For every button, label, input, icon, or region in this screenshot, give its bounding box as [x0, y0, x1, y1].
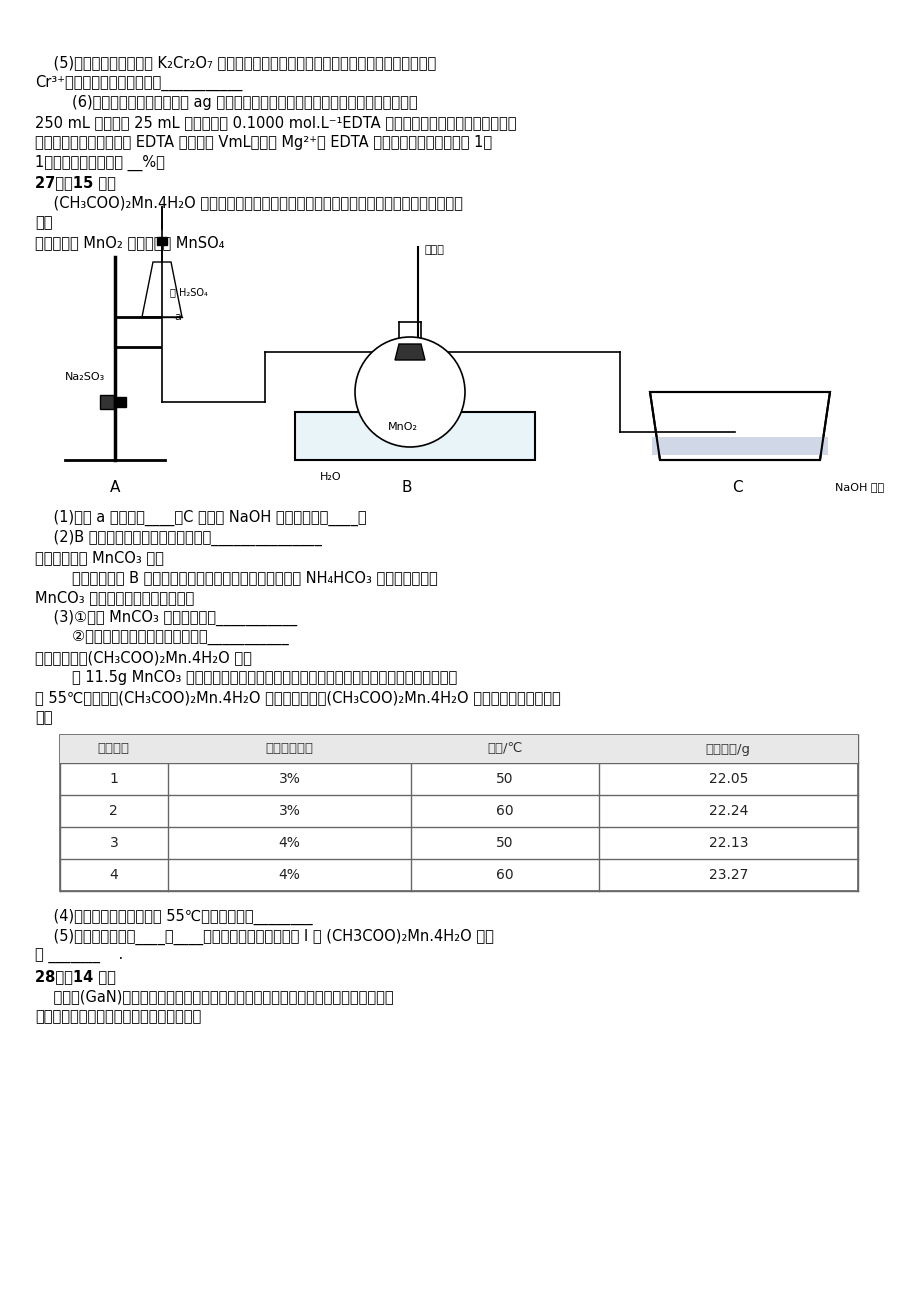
Bar	[100, 395, 114, 409]
Bar	[157, 237, 167, 245]
Text: 题：: 题：	[35, 215, 52, 230]
Text: Na₂SO₃: Na₂SO₃	[65, 372, 105, 381]
Text: 1）。该样品的纯度为 __%。: 1）。该样品的纯度为 __%。	[35, 155, 165, 171]
Text: 22.13: 22.13	[708, 836, 747, 850]
Text: 22.05: 22.05	[708, 772, 747, 786]
Text: 为 _______    .: 为 _______ .	[35, 949, 123, 963]
Text: C: C	[732, 480, 742, 495]
Bar	[652, 437, 827, 454]
Text: 定），三次滴定平均消耗 EDTA 标准溶液 VmL（已知 Mg²⁺与 EDTA 反应的化学计量数之比为 1：: 定），三次滴定平均消耗 EDTA 标准溶液 VmL（已知 Mg²⁺与 EDTA …	[35, 135, 492, 150]
Text: 2: 2	[109, 805, 119, 818]
Text: 过 55℃干燥，得(CH₃COO)₂Mn.4H₂O 固体。探究生成(CH₃COO)₂Mn.4H₂O 最佳实验条件的数据如: 过 55℃干燥，得(CH₃COO)₂Mn.4H₂O 固体。探究生成(CH₃COO…	[35, 690, 561, 704]
Text: 28．（14 分）: 28．（14 分）	[35, 969, 116, 984]
Text: 下：: 下：	[35, 710, 52, 725]
Text: Cr³⁺。该反应的离子方程式为___________: Cr³⁺。该反应的离子方程式为___________	[35, 76, 242, 91]
Text: 23.27: 23.27	[708, 868, 747, 881]
Bar	[116, 397, 126, 408]
Text: 4%: 4%	[278, 836, 300, 850]
Text: B: B	[402, 480, 412, 495]
Text: (1)仪器 a 的名称是____，C 装置中 NaOH 溶液的作用是____。: (1)仪器 a 的名称是____，C 装置中 NaOH 溶液的作用是____。	[35, 510, 367, 526]
Text: 温度/℃: 温度/℃	[487, 742, 522, 755]
Ellipse shape	[355, 337, 464, 447]
Text: 27．（15 分）: 27．（15 分）	[35, 174, 116, 190]
Text: 步骤二：制备 MnCO₃ 沉淠: 步骤二：制备 MnCO₃ 沉淠	[35, 549, 164, 565]
Text: NaOH 溶液: NaOH 溶液	[834, 482, 883, 492]
Bar	[60, 736, 857, 763]
Text: 实验组别: 实验组别	[97, 742, 130, 755]
Text: 充分反应后将 B 装置中的混合物过滤，向滤液中加入饱和 NH₄HCO₃ 溶液，反应生成: 充分反应后将 B 装置中的混合物过滤，向滤液中加入饱和 NH₄HCO₃ 溶液，反…	[35, 570, 437, 585]
Text: 50: 50	[495, 772, 513, 786]
Text: 氮化镁(GaN)是第三代半导体材料，具有热导率高、化学稳定性好等性质，在光电领: 氮化镁(GaN)是第三代半导体材料，具有热导率高、化学稳定性好等性质，在光电领	[35, 990, 393, 1004]
Text: (CH₃COO)₂Mn.4H₂O 主要用于纺织染色催化剂和分析试剂，其制备过程如下。回答下列问: (CH₃COO)₂Mn.4H₂O 主要用于纺织染色催化剂和分析试剂，其制备过程如…	[35, 195, 462, 210]
Text: 4: 4	[109, 868, 119, 881]
Text: 向 11.5g MnCO₃ 固体中加入醋酸水溶液，反应一段时间后，过滤、洗洤，控制温度不超: 向 11.5g MnCO₃ 固体中加入醋酸水溶液，反应一段时间后，过滤、洗洤，控…	[35, 671, 457, 685]
Text: 3%: 3%	[278, 805, 300, 818]
Text: 浓 H₂SO₄: 浓 H₂SO₄	[170, 286, 208, 297]
Text: 4%: 4%	[278, 868, 300, 881]
Text: (5)上述实验探究了____和____对产品质量的影响，实验 I 中 (CH3COO)₂Mn.4H₂O 产率: (5)上述实验探究了____和____对产品质量的影响，实验 I 中 (CH3C…	[35, 930, 494, 945]
Text: A: A	[110, 480, 120, 495]
Text: 250 mL 溶液。取 25 mL 该溶液，用 0.1000 mol.L⁻¹EDTA 标准溶液进行滴定（杂质不干扰滴: 250 mL 溶液。取 25 mL 该溶液，用 0.1000 mol.L⁻¹ED…	[35, 115, 516, 130]
Text: (3)①生成 MnCO₃ 的离子方程式___________: (3)①生成 MnCO₃ 的离子方程式___________	[35, 611, 297, 626]
Polygon shape	[142, 262, 182, 316]
Bar	[60, 736, 857, 891]
Text: 步骤一：以 MnO₂ 为原料制各 MnSO₄: 步骤一：以 MnO₂ 为原料制各 MnSO₄	[35, 234, 224, 250]
Text: (6)为测定镌鍆的纯度，称取 ag 除去氧化膜的成品镌鍆样品溶于足量稀硫酸中，配成: (6)为测定镌鍆的纯度，称取 ag 除去氧化膜的成品镌鍆样品溶于足量稀硫酸中，配…	[35, 95, 417, 109]
Text: 域和高频微波器应用等方面有广阔的前景。: 域和高频微波器应用等方面有广阔的前景。	[35, 1009, 201, 1023]
Text: MnO₂: MnO₂	[388, 422, 417, 432]
Text: 搅拌棒: 搅拌棒	[425, 245, 445, 255]
Text: 50: 50	[495, 836, 513, 850]
Text: H₂O: H₂O	[320, 473, 341, 482]
Text: MnCO₃ 沉淠。过滤，洗洤，干燥。: MnCO₃ 沉淠。过滤，洗洤，干燥。	[35, 590, 194, 605]
Text: 1: 1	[109, 772, 119, 786]
Text: ②判断沉淠已洗净的操作和现象是___________: ②判断沉淠已洗净的操作和现象是___________	[35, 630, 289, 646]
Polygon shape	[394, 344, 425, 359]
Text: (5)镌鍆冷却后，用酸性 K₂Cr₂O₇ 溶液进行表面锓化形成致密的氧化物保护膜，还原产物为: (5)镌鍆冷却后，用酸性 K₂Cr₂O₇ 溶液进行表面锓化形成致密的氧化物保护膜…	[35, 55, 436, 70]
Polygon shape	[650, 392, 829, 460]
Text: (4)产品干燥温度不宜超过 55℃的原因可能是________: (4)产品干燥温度不宜超过 55℃的原因可能是________	[35, 909, 312, 926]
Text: 醋酸质量分数: 醋酸质量分数	[266, 742, 313, 755]
Text: (2)B 装置中发生反应的化学方程式是_______________: (2)B 装置中发生反应的化学方程式是_______________	[35, 530, 322, 547]
Text: 22.24: 22.24	[708, 805, 747, 818]
Text: 60: 60	[495, 805, 513, 818]
Text: a: a	[174, 312, 181, 322]
Text: 产品质量/g: 产品质量/g	[705, 742, 750, 755]
Bar	[295, 411, 535, 460]
Text: 3: 3	[109, 836, 119, 850]
Text: 60: 60	[495, 868, 513, 881]
Text: 步骤三：制备(CH₃COO)₂Mn.4H₂O 固体: 步骤三：制备(CH₃COO)₂Mn.4H₂O 固体	[35, 650, 252, 665]
Text: 3%: 3%	[278, 772, 300, 786]
